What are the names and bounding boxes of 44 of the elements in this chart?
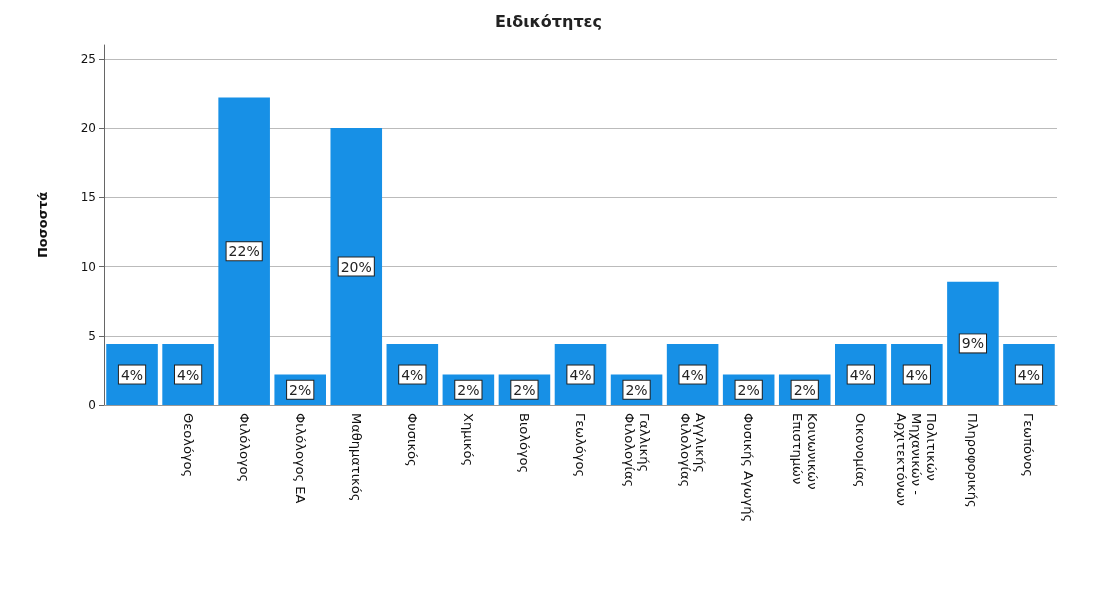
data-label: 2% — [513, 381, 536, 398]
x-tick-label: Θεολόγος — [180, 413, 196, 478]
x-tick-label: Φιλόλογος — [236, 413, 252, 483]
x-tick-label: Φυσικής Αγωγής — [741, 413, 757, 523]
data-label: 2% — [457, 381, 480, 398]
y-tick-label: 10 — [80, 259, 96, 274]
data-label: 4% — [1017, 366, 1041, 383]
data-label: 4% — [176, 366, 200, 383]
data-label: 20% — [340, 258, 372, 275]
data-label: 2% — [625, 381, 648, 398]
data-label: 4% — [905, 366, 928, 383]
x-tick-label: Πολιτικών Μηχανικών - Αρχιτεκτόνων — [894, 413, 940, 506]
bar — [947, 281, 999, 405]
data-label: 4% — [681, 366, 704, 383]
data-label: 4% — [120, 366, 144, 383]
x-tick-label: Πληροφορικής — [965, 413, 981, 508]
chart-title: Ειδικότητες — [495, 11, 602, 31]
x-tick-label: Μαθηματικός — [348, 413, 364, 502]
x-tick-label: Γεωλόγος — [573, 413, 588, 478]
data-label: 22% — [228, 243, 260, 260]
data-label: 9% — [961, 335, 985, 352]
bar — [218, 97, 270, 405]
y-tick-label: 15 — [80, 190, 96, 205]
x-tick-label: Οικονομίας — [853, 413, 869, 488]
bar — [330, 128, 383, 405]
x-tick-label: Φυσικός — [404, 413, 420, 467]
y-tick-label: 20 — [80, 121, 96, 136]
x-tick-label: Κοινωνικών Επιστημών — [789, 413, 820, 494]
y-tick-label: 0 — [88, 398, 96, 412]
data-label: 2% — [289, 381, 312, 398]
x-tick-label: Γεωπόνος — [1021, 413, 1037, 477]
data-label: 4% — [849, 366, 872, 383]
data-label: 4% — [401, 366, 424, 383]
data-label: 4% — [569, 366, 592, 383]
x-tick-label: Χημικός — [460, 413, 476, 467]
x-tick-label: Βιολόγος — [516, 413, 532, 474]
x-tick-label: Αγγλικής Φιλολογίας — [677, 413, 708, 488]
data-label: 2% — [737, 381, 760, 398]
y-tick-label: 5 — [88, 328, 96, 343]
y-axis-title: Ποσοστά — [35, 191, 50, 259]
x-tick-label: Γαλλικής Φιλολογίας — [621, 413, 652, 488]
x-tick-label: Φιλόλογος ΕΑ — [292, 413, 308, 504]
y-tick-label: 25 — [80, 51, 96, 66]
data-label: 2% — [793, 381, 816, 398]
